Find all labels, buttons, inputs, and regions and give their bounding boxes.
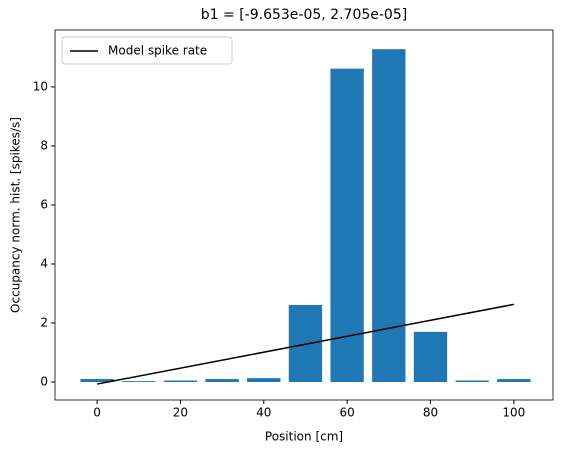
- y-tick-label: 10: [33, 79, 48, 93]
- y-tick-label: 8: [40, 138, 48, 152]
- y-tick-label: 2: [40, 315, 48, 329]
- plot-frame: [54, 29, 554, 401]
- x-axis-label: Position [cm]: [265, 430, 343, 444]
- x-tick-label: 100: [502, 406, 525, 420]
- bar: [122, 381, 156, 383]
- bar: [163, 380, 198, 383]
- bar: [330, 68, 364, 383]
- bar: [455, 380, 489, 383]
- bar: [497, 379, 531, 383]
- x-tick-label: 20: [173, 406, 188, 420]
- bar: [80, 379, 114, 383]
- bar: [247, 378, 281, 383]
- y-tick-label: 6: [40, 197, 48, 211]
- x-tick-label: 0: [93, 406, 101, 420]
- bar: [413, 331, 448, 383]
- y-axis-label: Occupancy norm. hist. [spikes/s]: [9, 117, 23, 313]
- line: [96, 303, 514, 385]
- bar: [372, 49, 406, 383]
- x-tick-label: 80: [423, 406, 438, 420]
- bar: [205, 379, 239, 383]
- legend-label: Model spike rate: [108, 44, 207, 58]
- legend-box: [61, 36, 233, 65]
- y-tick-label: 0: [40, 375, 48, 389]
- x-tick-label: 60: [339, 406, 354, 420]
- chart-title: b1 = [-9.653e-05, 2.705e-05]: [201, 7, 407, 23]
- x-tick-label: 40: [256, 406, 271, 420]
- y-tick-label: 4: [40, 256, 48, 270]
